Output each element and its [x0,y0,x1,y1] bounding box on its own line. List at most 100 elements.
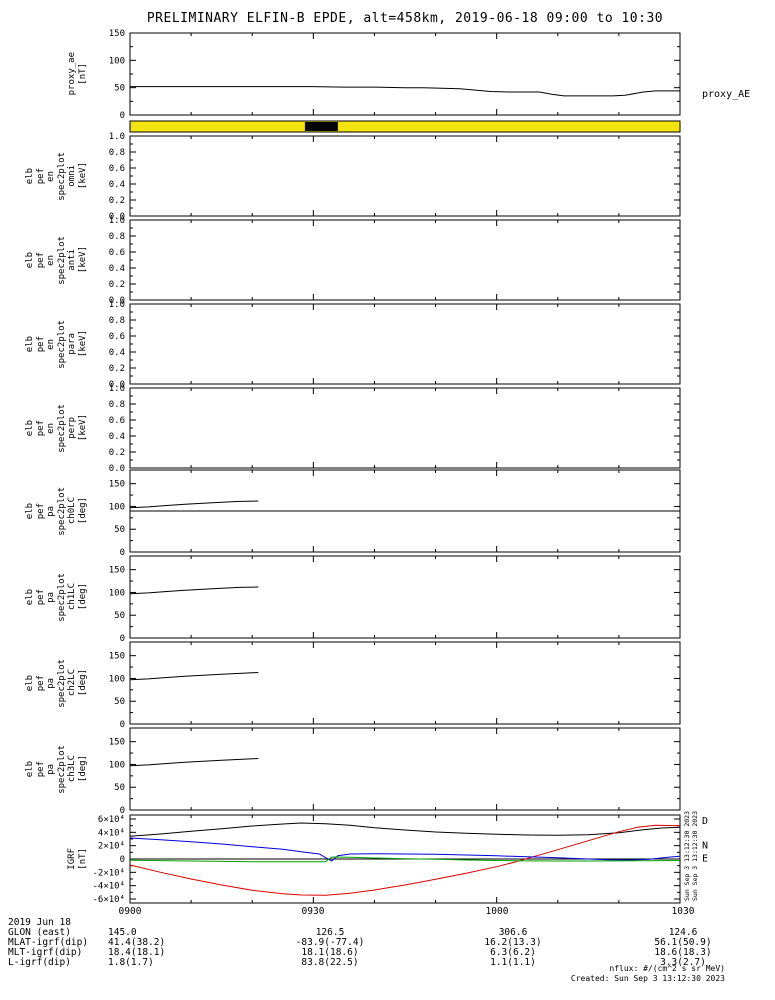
panel-right-label: proxy_AE [702,89,750,100]
panel-ylabel-line: elb [25,588,35,606]
panel-frame [129,555,681,639]
y-tick-label: 150 [109,480,125,490]
y-tick-label: 0.4 [109,432,125,442]
x-tick-label-1000: 1000 [485,906,509,917]
y-tick-label: 100 [109,502,125,512]
panel-ylabel-line: pa [46,505,56,517]
panel-ylabel-en_omni: elb pef en spec2plot omni [keV] [25,136,88,216]
y-tick-label: 0.2 [109,280,125,290]
y-tick-label: 0 [120,634,125,644]
var-row-1-value-0: 41.4(38.2) [108,937,166,948]
panel-en_anti: 1.0 0.8 0.6 0.4 0.2 0.0 [109,216,681,306]
panel-ylabel-en_para: elb pef en spec2plot para [keV] [25,304,88,384]
panel-ylabel-line: en [46,170,56,182]
panel-ylabel-line: spec2plot [56,486,67,536]
y-tick-label: 50 [114,783,125,793]
y-tick-label: 0.8 [109,400,125,410]
panel-frame [129,135,681,217]
y-tick-label: -2×10⁴ [92,868,125,878]
y-tick-label: 50 [114,525,125,535]
series-losscone [129,586,259,595]
y-tick-label: 6×10⁴ [98,815,125,825]
x-tick-label-1030: 1030 [671,906,695,917]
panel-pa_ch3: 150 100 50 0 [109,727,681,816]
y-tick-label: 0.0 [109,464,125,474]
y-tick-label: 100 [109,674,125,684]
plot-title: PRELIMINARY ELFIN-B EPDE, alt=458km, 201… [146,11,664,26]
y-tick-label: 0 [120,806,125,816]
panel-pa_ch2: 150 100 50 0 [109,641,681,730]
var-row-2-value-3: 18.6(18.3) [654,947,712,958]
flag-strip [129,120,681,133]
var-row-2-value-1: 18.1(18.6) [301,947,359,958]
var-row-0-value-3: 124.6 [668,927,698,938]
series-D [129,824,681,896]
panel-ylabel-line: ch1LC [67,583,77,611]
y-tick-label: 100 [109,760,125,770]
panel-ylabel-line: [keV] [77,330,88,358]
panel-ylabel-en_anti: elb pef en spec2plot anti [keV] [25,220,88,300]
panel-ylabel-line: [nT] [77,848,88,870]
panel-proxy_ae: 150 100 50 0 proxy_AE [109,29,750,121]
y-tick-label: 0 [120,720,125,730]
y-tick-label: 150 [109,566,125,576]
panel-ylabel-line: pa [46,677,56,689]
panel-ylabel-line: IGRF [67,848,77,870]
panel-ylabel-line: [deg] [77,583,88,611]
y-tick-label: 50 [114,611,125,621]
flag-strip-segment [304,122,338,131]
panel-flag [129,120,681,133]
y-tick-label: 0.6 [109,416,125,426]
y-tick-label: 50 [114,697,125,707]
panel-igrf: 6×10⁴ 4×10⁴ 2×10⁴ 0 -2×10⁴ -4×10⁴ -6×10⁴ D NE [92,814,708,905]
panel-ylabel-line: elb [25,251,35,269]
y-tick-label: 0.4 [109,264,125,274]
y-tick-label: 1.0 [109,132,125,142]
series-E [129,856,681,863]
created-timestamp: Created: Sun Sep 3 13:12:30 2023 [570,974,725,983]
panel-ylabel-line: pa [46,591,56,603]
panel-ylabel-line: anti [67,249,77,271]
y-tick-label: 0.2 [109,196,125,206]
series-label-E: E [702,854,708,865]
panel-ylabel-line: spec2plot [56,658,67,708]
y-tick-label: 100 [109,56,125,66]
y-tick-label: 0.6 [109,248,125,258]
y-tick-label: 0.0 [109,296,125,306]
panel-ylabel-line: spec2plot [56,235,67,285]
series-label-D: D [702,816,708,827]
var-row-1-value-1: -83.9(-77.4) [295,937,365,948]
y-tick-label: 1.0 [109,216,125,226]
side-timestamp: Sun Sep 3 13:12:30 2023 [683,811,691,901]
y-tick-label: 0.8 [109,148,125,158]
y-tick-label: 150 [109,29,125,39]
panel-ylabel-line: [nT] [77,63,88,85]
var-row-2-value-2: 6.3(6.2) [490,947,536,958]
var-row-label-3: L-igrf(dip) [8,957,71,968]
flux-units-note: nflux: #/(cm^2 s sr MeV) [609,964,725,973]
var-row-label-1: MLAT-igrf(dip) [8,937,89,948]
y-tick-label: 0.8 [109,232,125,242]
var-row-2-value-0: 18.4(18.1) [108,947,166,958]
panel-ylabel-line: en [46,254,56,266]
panel-en_omni: 1.0 0.8 0.6 0.4 0.2 0.0 [109,132,681,222]
y-tick-label: 1.0 [109,384,125,394]
panel-frame [129,219,681,301]
side-timestamp: Sun Sep 3 13:12:30 2023 [691,811,699,901]
panel-en_perp: 1.0 0.8 0.6 0.4 0.2 0.0 [109,384,681,474]
panel-frame [129,387,681,469]
panel-frame [129,641,681,725]
series-proxy_AE [130,86,680,97]
panel-ylabel-line: ch2LC [67,669,77,697]
panel-ylabel-line: elb [25,419,35,437]
series-losscone [129,500,259,509]
panel-ylabel-igrf: IGRF [nT] [67,815,88,903]
var-row-0-value-0: 145.0 [108,927,137,938]
var-row-label-0: GLON (east) [8,927,71,938]
x-axis-date: 2019 Jun 18 [8,917,71,928]
panel-ylabel-line: elb [25,760,35,778]
panel-ylabel-line: pef [35,167,46,185]
y-tick-label: -6×10⁴ [92,895,125,905]
y-tick-label: 2×10⁴ [98,842,125,852]
